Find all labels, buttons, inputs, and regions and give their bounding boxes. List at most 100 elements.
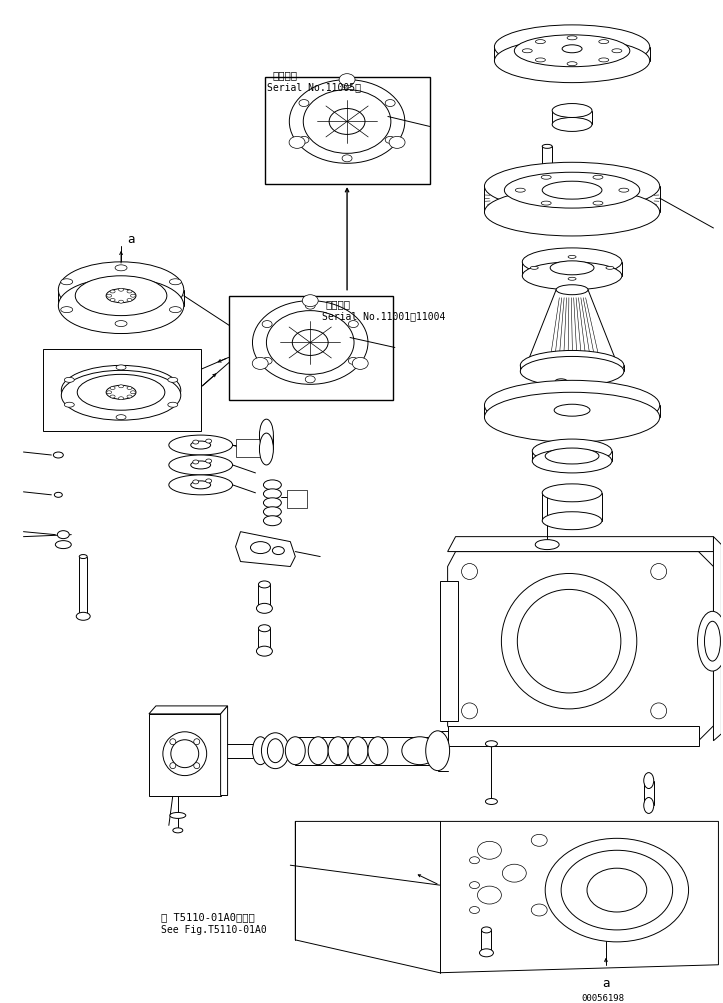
Ellipse shape: [348, 737, 368, 765]
Ellipse shape: [260, 419, 273, 451]
Ellipse shape: [484, 381, 659, 430]
Ellipse shape: [593, 177, 603, 181]
Ellipse shape: [127, 299, 132, 302]
Ellipse shape: [169, 280, 181, 286]
Bar: [440, 582, 458, 721]
Ellipse shape: [61, 371, 181, 420]
Ellipse shape: [515, 189, 526, 193]
Ellipse shape: [302, 296, 318, 307]
Ellipse shape: [495, 26, 650, 69]
Ellipse shape: [59, 263, 184, 318]
Ellipse shape: [119, 289, 124, 292]
Ellipse shape: [258, 582, 270, 589]
Ellipse shape: [257, 647, 273, 657]
Polygon shape: [149, 714, 221, 795]
Ellipse shape: [127, 395, 132, 398]
Ellipse shape: [61, 280, 73, 286]
Ellipse shape: [250, 542, 270, 554]
Ellipse shape: [568, 278, 576, 281]
Ellipse shape: [555, 379, 567, 384]
Ellipse shape: [535, 540, 559, 550]
Ellipse shape: [368, 737, 388, 765]
Ellipse shape: [479, 949, 493, 957]
Ellipse shape: [262, 358, 272, 365]
Ellipse shape: [252, 737, 268, 765]
Ellipse shape: [173, 828, 183, 833]
Ellipse shape: [54, 492, 62, 497]
Bar: [287, 490, 307, 509]
Ellipse shape: [258, 625, 270, 632]
Ellipse shape: [550, 262, 594, 276]
Ellipse shape: [530, 267, 538, 270]
Ellipse shape: [169, 435, 233, 455]
Ellipse shape: [205, 439, 212, 443]
Ellipse shape: [303, 90, 391, 154]
Ellipse shape: [273, 547, 284, 555]
Bar: [228, 297, 393, 401]
Ellipse shape: [552, 118, 592, 132]
Ellipse shape: [619, 189, 629, 193]
Ellipse shape: [64, 403, 74, 408]
Ellipse shape: [168, 378, 178, 383]
Ellipse shape: [651, 564, 667, 580]
Ellipse shape: [531, 834, 547, 847]
Ellipse shape: [477, 887, 501, 904]
Ellipse shape: [115, 266, 127, 272]
Ellipse shape: [289, 137, 305, 149]
Text: a: a: [602, 976, 609, 989]
Ellipse shape: [704, 622, 720, 661]
Ellipse shape: [485, 741, 497, 747]
Text: Serial No.11005～: Serial No.11005～: [268, 82, 362, 92]
Ellipse shape: [342, 155, 352, 162]
Ellipse shape: [59, 279, 184, 334]
Ellipse shape: [554, 405, 590, 417]
Ellipse shape: [568, 256, 576, 259]
Ellipse shape: [252, 358, 268, 370]
Ellipse shape: [698, 612, 723, 671]
Ellipse shape: [116, 365, 126, 370]
Ellipse shape: [106, 295, 111, 298]
Text: 適用号機: 適用号機: [273, 69, 297, 79]
Ellipse shape: [505, 174, 640, 209]
Ellipse shape: [168, 403, 178, 408]
Ellipse shape: [169, 475, 233, 495]
Ellipse shape: [501, 574, 637, 709]
Ellipse shape: [169, 307, 181, 313]
Ellipse shape: [461, 564, 477, 580]
Ellipse shape: [556, 286, 588, 296]
Ellipse shape: [110, 395, 115, 398]
Ellipse shape: [532, 439, 612, 463]
Ellipse shape: [76, 613, 90, 621]
Text: a: a: [127, 233, 134, 246]
Ellipse shape: [518, 590, 621, 693]
Ellipse shape: [110, 299, 115, 302]
Ellipse shape: [522, 249, 622, 277]
Ellipse shape: [54, 452, 64, 458]
Ellipse shape: [170, 812, 186, 818]
Ellipse shape: [593, 202, 603, 206]
Ellipse shape: [469, 857, 479, 864]
Text: See Fig.T5110-01A0: See Fig.T5110-01A0: [161, 924, 267, 934]
Polygon shape: [448, 538, 714, 552]
Ellipse shape: [268, 739, 283, 763]
Ellipse shape: [252, 301, 368, 385]
Ellipse shape: [61, 366, 181, 416]
Ellipse shape: [262, 733, 289, 769]
Ellipse shape: [106, 391, 111, 394]
Ellipse shape: [542, 484, 602, 503]
Ellipse shape: [205, 459, 212, 463]
Ellipse shape: [263, 508, 281, 518]
Ellipse shape: [308, 737, 328, 765]
Ellipse shape: [170, 763, 176, 769]
Ellipse shape: [263, 517, 281, 527]
Ellipse shape: [193, 480, 199, 484]
Ellipse shape: [521, 351, 624, 381]
Bar: [43, 350, 201, 431]
Ellipse shape: [542, 513, 602, 531]
Ellipse shape: [305, 376, 315, 383]
Ellipse shape: [266, 311, 354, 375]
Ellipse shape: [106, 290, 136, 303]
Ellipse shape: [127, 291, 132, 294]
Ellipse shape: [56, 541, 72, 549]
Ellipse shape: [542, 177, 551, 181]
